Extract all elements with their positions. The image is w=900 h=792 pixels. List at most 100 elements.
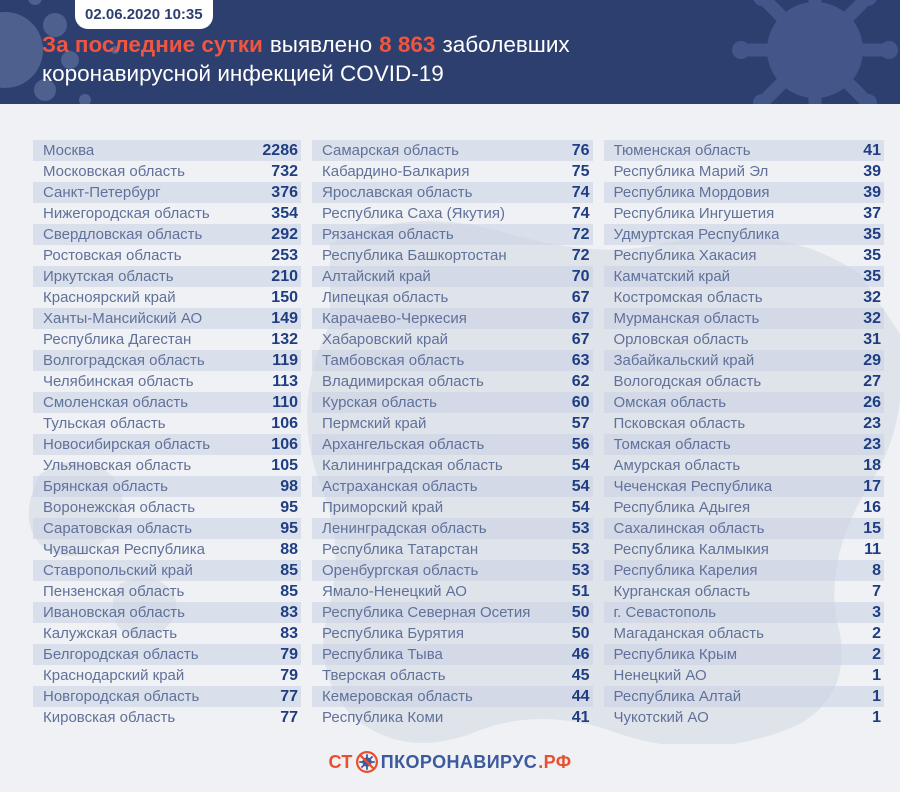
region-name: Удмуртская Республика <box>613 226 780 243</box>
region-name: Ивановская область <box>43 604 185 621</box>
table-row: Смоленская область 110 <box>33 392 301 413</box>
table-row: Рязанская область 72 <box>312 224 593 245</box>
table-row: Санкт-Петербург 376 <box>33 182 301 203</box>
datetime-badge: 02.06.2020 10:35 <box>75 0 213 29</box>
region-value: 113 <box>272 372 298 390</box>
table-row: Ямало-Ненецкий АО 51 <box>312 581 593 602</box>
region-name: Хабаровский край <box>322 331 449 348</box>
table-row: Республика Ингушетия 37 <box>604 203 885 224</box>
region-value: 3 <box>872 603 881 621</box>
region-value: 67 <box>571 309 590 327</box>
table-row: Кемеровская область 44 <box>312 686 593 707</box>
region-name: Нижегородская область <box>43 205 210 222</box>
region-value: 54 <box>571 498 590 516</box>
region-value: 23 <box>863 414 881 432</box>
region-value: 110 <box>272 393 298 411</box>
region-value: 50 <box>571 603 590 621</box>
virus-icon <box>732 0 898 104</box>
region-value: 53 <box>571 561 590 579</box>
region-name: Ленинградская область <box>322 520 487 537</box>
region-name: Липецкая область <box>322 289 449 306</box>
region-name: Республика Алтай <box>613 688 742 705</box>
region-name: Чувашская Республика <box>43 541 205 558</box>
region-name: Омская область <box>613 394 727 411</box>
table-row: Ненецкий АО 1 <box>604 665 885 686</box>
region-name: Амурская область <box>613 457 741 474</box>
table-row: Ростовская область 253 <box>33 245 301 266</box>
table-row: Нижегородская область 354 <box>33 203 301 224</box>
table-row: Республика Алтай 1 <box>603 686 884 707</box>
region-value: 39 <box>863 162 881 180</box>
title-line-1: За последние сутки выявлено 8 863 заболевши… <box>42 30 577 59</box>
table-row: Республика Татарстан 53 <box>312 539 593 560</box>
region-name: Тверская область <box>322 667 446 684</box>
region-value: 292 <box>271 225 298 243</box>
region-value: 53 <box>571 519 590 537</box>
region-value: 41 <box>571 708 590 726</box>
table-row: Республика Крым 2 <box>603 644 884 665</box>
region-name: Новгородская область <box>43 688 200 705</box>
table-row: Омская область 26 <box>603 392 884 413</box>
region-value: 35 <box>863 267 881 285</box>
region-name: Кировская область <box>43 709 176 726</box>
table-row: Хабаровский край 67 <box>312 329 593 350</box>
region-name: Республика Мордовия <box>613 184 770 201</box>
table-row: Удмуртская Республика 35 <box>603 224 884 245</box>
region-value: 132 <box>271 330 298 348</box>
table-row: Ивановская область 83 <box>33 602 301 623</box>
table-row: Свердловская область 292 <box>33 224 301 245</box>
region-value: 83 <box>280 624 298 642</box>
table-row: Республика Мордовия 39 <box>603 182 884 203</box>
table-row: Республика Марий Эл 39 <box>604 161 885 182</box>
region-value: 37 <box>863 204 881 222</box>
region-value: 29 <box>863 351 881 369</box>
region-value: 72 <box>571 246 590 264</box>
region-name: Волгоградская область <box>43 352 205 369</box>
table-row: Москва 2286 <box>33 140 301 161</box>
region-name: Республика Бурятия <box>322 625 464 642</box>
region-value: 63 <box>571 351 590 369</box>
region-name: Тульская область <box>43 415 166 432</box>
region-name: Республика Тыва <box>322 646 443 663</box>
table-row: Самарская область 76 <box>312 140 593 161</box>
table-row: Республика Северная Осетия 50 <box>312 602 593 623</box>
table-row: Псковская область 23 <box>604 413 885 434</box>
region-name: Республика Коми <box>322 709 444 726</box>
no-virus-icon <box>355 750 378 774</box>
region-value: 2 <box>872 645 881 663</box>
region-name: Калининградская область <box>322 457 503 474</box>
region-name: Пензенская область <box>43 583 185 600</box>
table-row: Ярославская область 74 <box>312 182 593 203</box>
region-value: 27 <box>863 372 881 390</box>
table-row: Костромская область 32 <box>604 287 885 308</box>
region-value: 11 <box>864 540 881 558</box>
table-row: Новгородская область 77 <box>33 686 301 707</box>
region-value: 23 <box>863 435 881 453</box>
title-line-2: коронавирусной инфекцией COVID-19 <box>42 61 444 86</box>
table-row: Тюменская область 41 <box>603 140 884 161</box>
region-value: 354 <box>271 204 298 222</box>
table-row: Астраханская область 54 <box>312 476 593 497</box>
region-value: 54 <box>571 456 590 474</box>
region-name: Краснодарский край <box>43 667 185 684</box>
region-value: 119 <box>272 351 298 369</box>
region-value: 77 <box>280 687 298 705</box>
table-row: Ульяновская область 105 <box>33 455 301 476</box>
region-name: Забайкальский край <box>613 352 755 369</box>
region-value: 32 <box>863 288 881 306</box>
header: 02.06.2020 10:35 За последние сутки выявл… <box>0 0 900 104</box>
region-value: 1 <box>872 708 881 726</box>
region-value: 1 <box>872 666 881 684</box>
region-name: Курская область <box>322 394 437 411</box>
region-value: 56 <box>571 435 590 453</box>
region-name: Республика Адыгея <box>613 499 751 516</box>
region-name: Ростовская область <box>43 247 182 264</box>
region-name: Республика Калмыкия <box>613 541 769 558</box>
region-name: Оренбургская область <box>322 562 479 579</box>
table-row: Калининградская область 54 <box>312 455 593 476</box>
region-name: Смоленская область <box>43 394 189 411</box>
table-row: Республика Адыгея 16 <box>604 497 885 518</box>
region-value: 2286 <box>262 141 298 159</box>
region-value: 18 <box>863 456 881 474</box>
region-name: Курганская область <box>613 583 751 600</box>
